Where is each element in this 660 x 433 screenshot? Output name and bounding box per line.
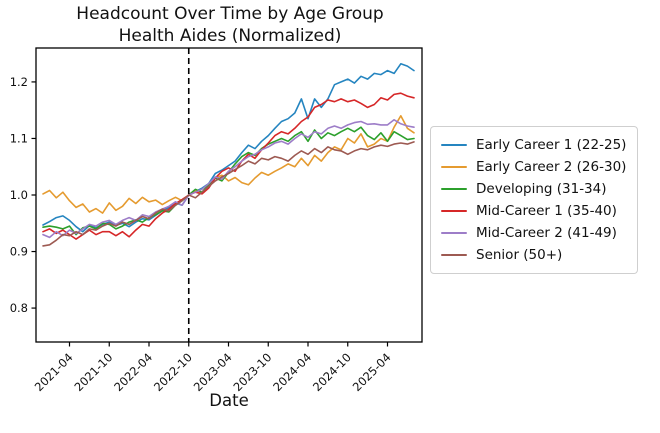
chart-title: Headcount Over Time by Age Group Health … — [0, 3, 460, 47]
series-lines — [42, 62, 415, 247]
x-tick-label: 2022-10 — [151, 350, 195, 394]
legend-line-swatch — [441, 231, 467, 235]
legend-item-label: Mid-Career 2 (41-49) — [476, 225, 617, 241]
plot-border — [35, 47, 423, 343]
x-tick-label: 2023-04 — [191, 350, 235, 394]
legend-item: Senior (50+) — [441, 244, 626, 266]
x-tick-label: 2024-04 — [270, 350, 314, 394]
legend-line-swatch — [441, 187, 467, 191]
legend-line-swatch — [441, 209, 467, 213]
legend-item-label: Developing (31-34) — [476, 181, 607, 197]
y-tick-label: 1.1 — [10, 131, 28, 145]
legend-item: Early Career 1 (22-25) — [441, 134, 626, 156]
legend-line-swatch — [441, 143, 467, 147]
y-tick-label: 1.2 — [10, 75, 28, 89]
y-tick-label: 1.0 — [10, 188, 28, 202]
y-tick-label: 0.8 — [10, 301, 28, 315]
series-line — [42, 119, 415, 239]
series-line — [42, 141, 415, 247]
y-tick-label: 0.9 — [10, 245, 28, 259]
legend-item-label: Early Career 1 (22-25) — [476, 137, 627, 153]
x-tick-label: 2021-10 — [71, 350, 115, 394]
legend-item: Mid-Career 2 (41-49) — [441, 222, 626, 244]
x-tick-label: 2023-10 — [230, 350, 274, 394]
chart-title-line1: Headcount Over Time by Age Group — [76, 4, 384, 24]
x-tick-label: 2024-10 — [310, 350, 354, 394]
legend-item: Mid-Career 1 (35-40) — [441, 200, 626, 222]
legend-line-swatch — [441, 253, 467, 257]
legend-item: Early Career 2 (26-30) — [441, 156, 626, 178]
x-tick-label: 2022-04 — [111, 350, 155, 394]
legend-item-label: Mid-Career 1 (35-40) — [476, 203, 617, 219]
axes: 2021-042021-102022-042022-102023-042023-… — [10, 47, 423, 394]
legend-item: Developing (31-34) — [441, 178, 626, 200]
chart-title-line2: Health Aides (Normalized) — [118, 26, 342, 46]
legend-item-label: Early Career 2 (26-30) — [476, 159, 627, 175]
legend-item-label: Senior (50+) — [476, 247, 563, 263]
series-line — [42, 115, 415, 214]
series-line — [42, 62, 415, 233]
x-tick-label: 2021-04 — [32, 350, 76, 394]
legend: Early Career 1 (22-25) Early Career 2 (26… — [430, 126, 639, 274]
legend-line-swatch — [441, 165, 467, 169]
x-tick-label: 2025-04 — [350, 350, 394, 394]
x-axis-label: Date — [209, 391, 248, 410]
series-line — [42, 92, 415, 240]
